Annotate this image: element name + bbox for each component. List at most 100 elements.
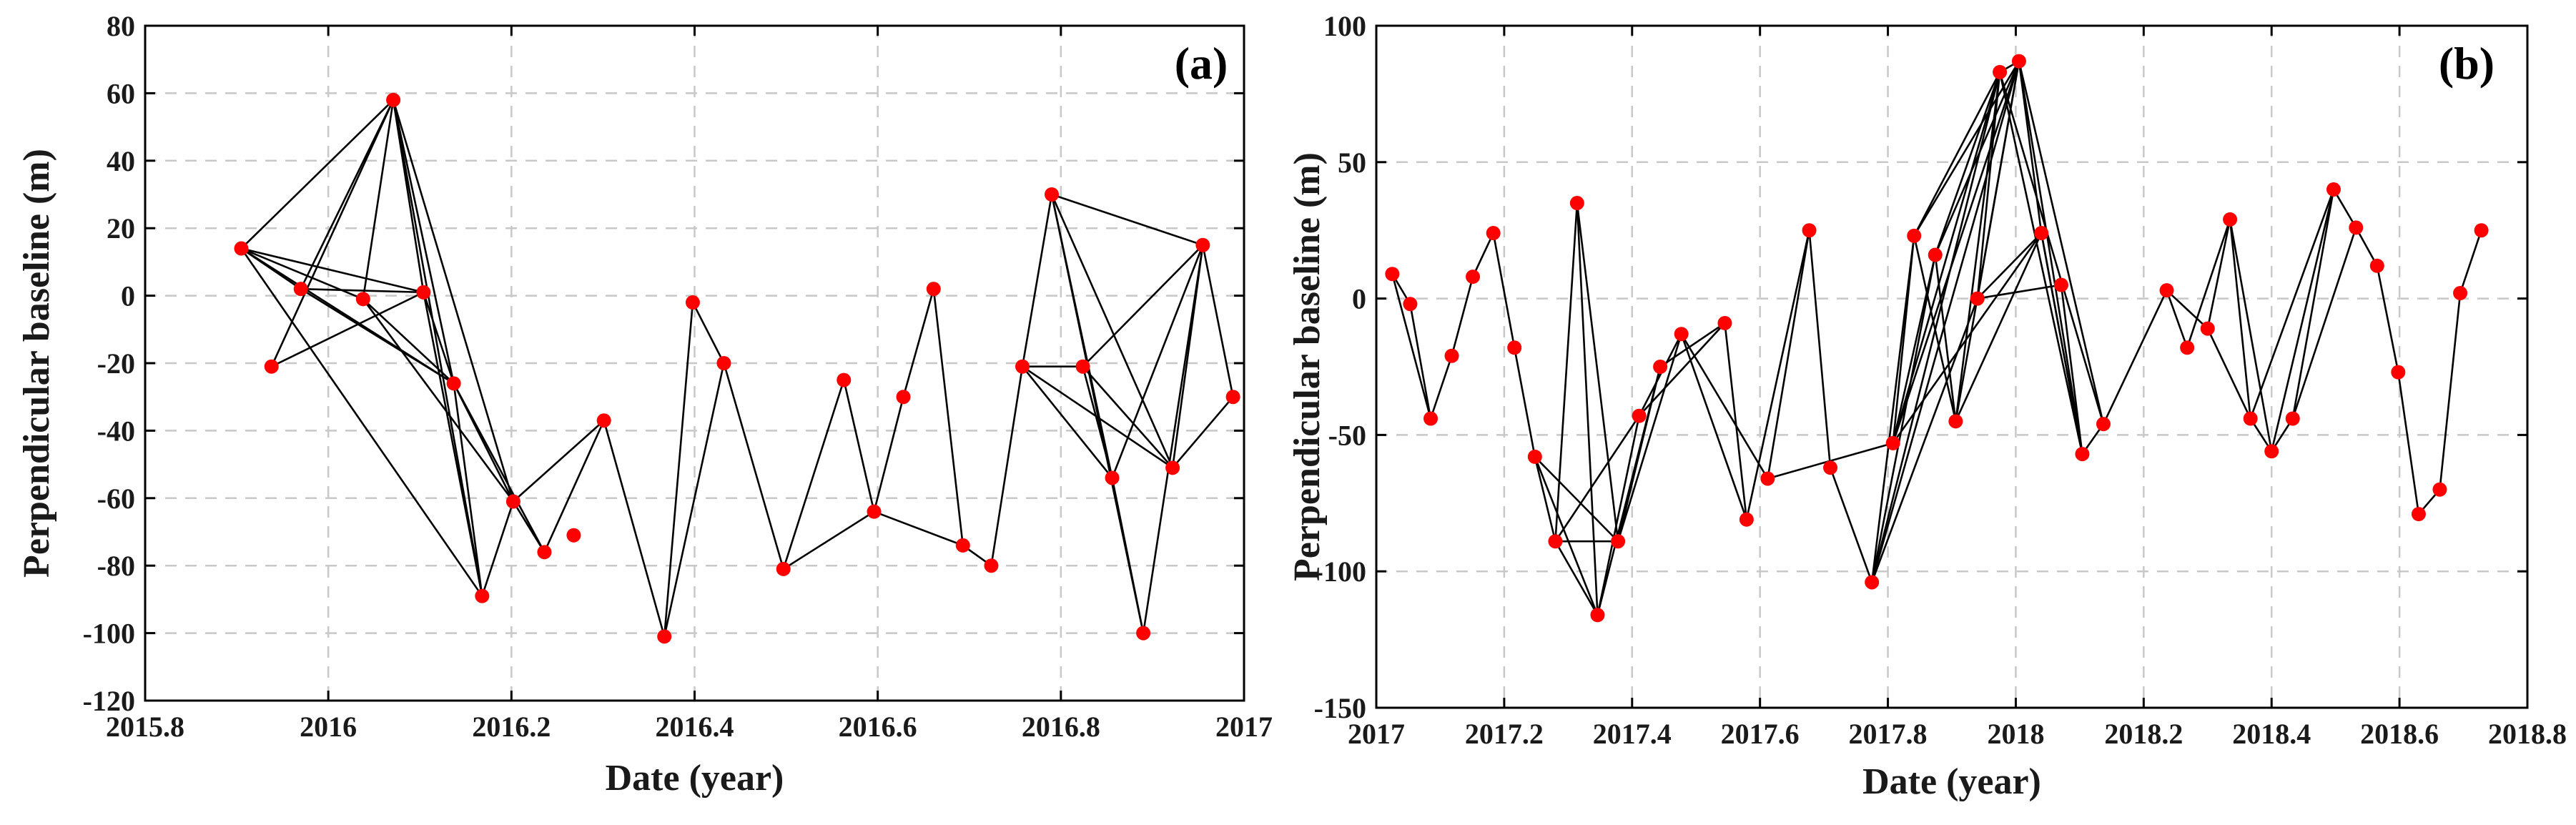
a-acquisition-point (416, 285, 431, 300)
b-acquisition-point (2432, 482, 2447, 497)
b-acquisition-point (2411, 507, 2426, 522)
b-baseline-edge (1976, 71, 2001, 299)
b-acquisition-point (2349, 220, 2364, 235)
b-acquisition-point (1802, 223, 1817, 238)
b-xtick-label: 2017.8 (1849, 718, 1928, 750)
b-acquisition-point (1760, 471, 1775, 486)
a-baseline-edge (513, 420, 605, 503)
b-baseline-edge (1892, 71, 2001, 444)
b-acquisition-point (2034, 226, 2049, 241)
a-acquisition-point (475, 588, 490, 603)
b-baseline-edge (1913, 71, 2001, 237)
b-baseline-edge (1745, 229, 1810, 520)
b-baseline-edge (1617, 333, 1682, 542)
a-baseline-edge (512, 500, 546, 553)
b-baseline-edge (1913, 60, 2020, 237)
b-baseline-edge (1492, 232, 1516, 348)
b-acquisition-point (1970, 291, 1985, 306)
a-xtick-label: 2016 (300, 711, 357, 743)
b-acquisition-point (2285, 411, 2300, 426)
b-acquisition-point (1885, 435, 1900, 450)
a-baseline-edge (874, 510, 964, 547)
b-acquisition-point (2326, 182, 2341, 197)
b-baseline-edge (1870, 255, 1937, 583)
panel-a-chart: 2015.8 2016 2016.2 2016.4 2016.6 2016.8 2017 80… (16, 10, 1273, 799)
b-ytick-label: 100 (1323, 10, 1366, 42)
b-baseline-edge (1409, 304, 1432, 419)
b-baseline-edge (2439, 292, 2462, 490)
a-baseline-edge (1172, 396, 1234, 469)
b-baseline-edge (2249, 189, 2335, 419)
b-baseline-edge (1767, 229, 1810, 479)
a-ytick-label: -20 (97, 347, 135, 380)
a-acquisition-point (1045, 187, 1060, 202)
b-baseline-edge (1451, 276, 1474, 357)
a-xtick-label: 2015.8 (106, 711, 184, 743)
b-baseline-edge (1576, 202, 1599, 616)
a-acquisition-point (837, 372, 852, 387)
b-baseline-edge (1934, 255, 1957, 422)
b-baseline-edge (1429, 355, 1453, 419)
a-acquisition-point (984, 558, 999, 573)
b-acquisition-point (2180, 340, 2195, 355)
a-baseline-edge (543, 420, 605, 553)
b-acquisition-point (1466, 270, 1481, 285)
b-baseline-edge (1955, 232, 2043, 422)
b-xtick-label: 2018 (1987, 718, 2044, 750)
b-baseline-edge (1534, 456, 1556, 542)
b-baseline-edge (1870, 61, 2020, 583)
b-acquisition-point (1907, 228, 1922, 243)
b-acquisition-point (2391, 365, 2406, 380)
a-baseline-edge (1082, 244, 1204, 367)
b-acquisition-point (1823, 460, 1838, 475)
b-baseline-edge (1998, 71, 2083, 455)
a-baseline-edge (423, 292, 483, 596)
b-baseline-edge (2459, 229, 2482, 294)
a-xtick-label: 2017 (1215, 711, 1273, 743)
a-baseline-edge (603, 420, 666, 637)
a-ytick-label: 0 (121, 280, 135, 312)
a-ytick-label: -80 (97, 550, 135, 582)
a-acquisition-point (505, 494, 520, 509)
b-baseline-edge (1617, 366, 1662, 542)
a-baseline-edge (481, 501, 515, 597)
a-baseline-edge (902, 288, 935, 397)
b-panel-label: (b) (2439, 38, 2494, 89)
b-baseline-edge (1892, 235, 1915, 443)
b-acquisition-point (2159, 283, 2174, 298)
a-baseline-edge (1111, 244, 1204, 478)
b-ytick-label: -100 (1314, 555, 1366, 588)
b-ytick-label: -50 (1328, 419, 1366, 451)
b-baseline-edge (1913, 235, 1957, 422)
a-baseline-edge (1142, 244, 1204, 633)
b-baseline-edge (1659, 322, 1726, 368)
b-plot-frame (1375, 24, 2529, 709)
b-acquisition-point (2053, 277, 2068, 292)
b-baseline-edge (2270, 189, 2335, 452)
b-baseline-edge (1554, 202, 1579, 542)
b-baseline-edge (2291, 227, 2357, 419)
a-acquisition-point (1075, 359, 1090, 374)
a-baseline-edge (783, 510, 875, 570)
b-acquisition-point (1674, 327, 1689, 342)
b-baseline-edge (2018, 61, 2105, 425)
b-acquisition-point (2011, 54, 2026, 69)
a-baseline-edge (663, 302, 694, 637)
b-baseline-edge (2206, 328, 2251, 420)
b-ytick-label: 0 (1352, 283, 1366, 315)
b-baseline-edge (1892, 61, 2020, 444)
b-baseline-edge (1998, 71, 2105, 425)
a-baseline-edge (362, 298, 514, 503)
b-baseline-edge (1576, 202, 1619, 542)
a-baseline-edge (1021, 194, 1053, 367)
a-baseline-edge (240, 247, 483, 597)
a-ytick-label: -40 (97, 415, 135, 447)
a-baseline-edge (1082, 365, 1174, 469)
a-acquisition-point (1225, 390, 1240, 405)
a-baseline-edge (1022, 365, 1113, 479)
a-baseline-edge (453, 383, 483, 596)
b-acquisition-point (1653, 360, 1668, 374)
a-ytick-label: -120 (83, 685, 135, 717)
b-acquisition-point (2096, 417, 2111, 432)
a-xtick-label: 2016.2 (472, 711, 551, 743)
